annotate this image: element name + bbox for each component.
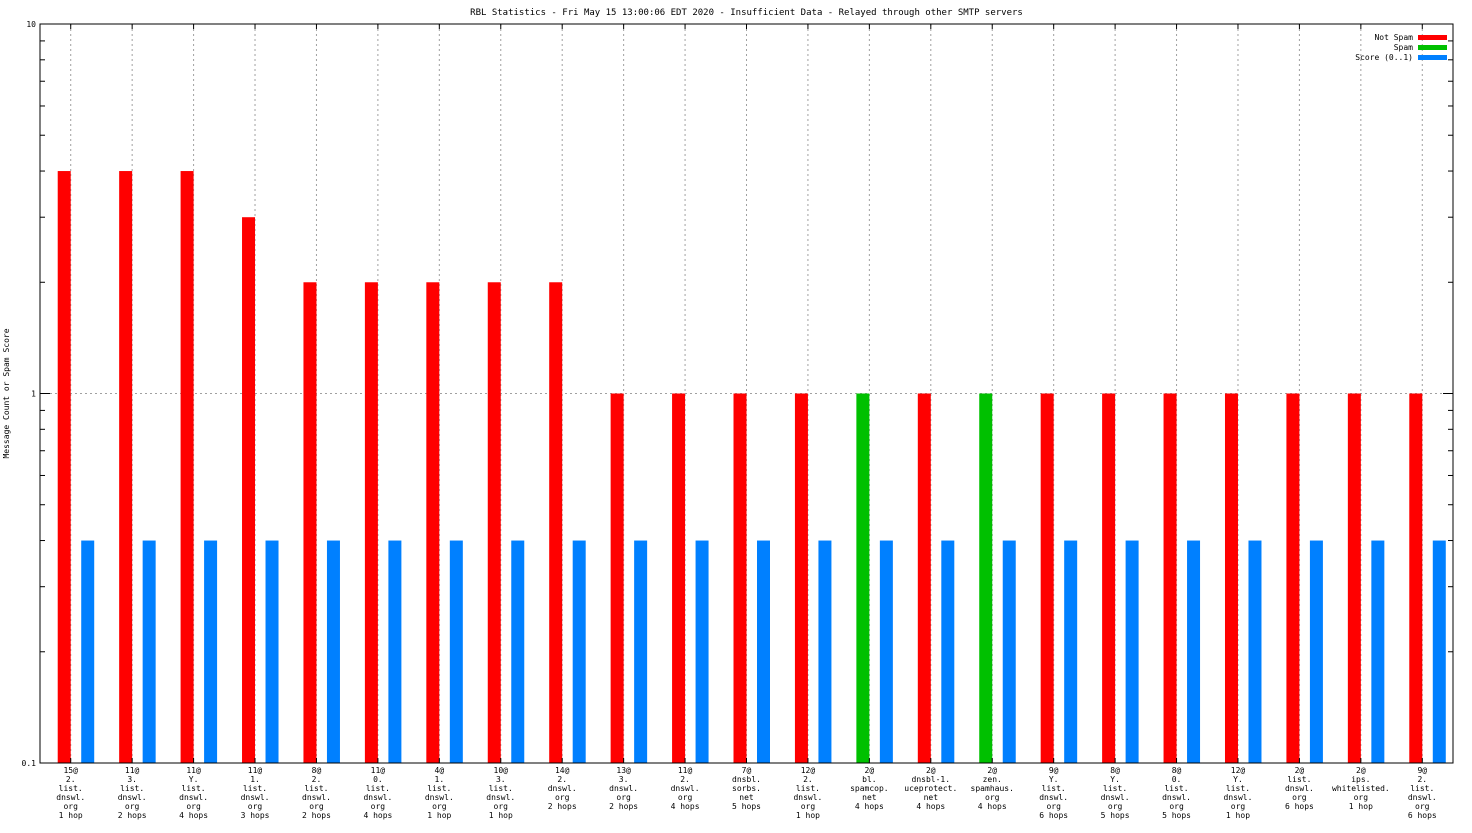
x-tick-label: 4@ 1. list. dnswl. org 1 hop: [425, 766, 454, 820]
x-tick-label: 14@ 2. dnswl. org 2 hops: [548, 766, 577, 811]
x-tick-label: 12@ Y. list. dnswl. org 1 hop: [1224, 766, 1253, 820]
bar-not-spam: [733, 393, 747, 763]
bar-score-0-1: [1371, 540, 1385, 763]
x-tick-label: 8@ 2. list. dnswl. org 2 hops: [302, 766, 331, 820]
x-tick-label: 7@ dnsbl. sorbs. net 5 hops: [732, 766, 761, 811]
bar-spam: [979, 393, 993, 763]
x-tick-label: 2@ zen. spamhaus. org 4 hops: [971, 766, 1014, 811]
x-tick-label: 11@ 1. list. dnswl. org 3 hops: [241, 766, 270, 820]
legend-label: Spam: [1394, 43, 1413, 52]
bar-not-spam: [487, 282, 501, 763]
bar-score-0-1: [1064, 540, 1078, 763]
y-axis-label: Message Count or Spam Score: [2, 328, 11, 458]
x-tick-label: 2@ dnsbl-1. uceprotect. net 4 hops: [904, 766, 957, 811]
bar-score-0-1: [1125, 540, 1139, 763]
bar-not-spam: [1224, 393, 1238, 763]
bar-not-spam: [672, 393, 686, 763]
bar-not-spam: [180, 171, 194, 764]
bar-score-0-1: [204, 540, 218, 763]
bar-not-spam: [119, 171, 133, 764]
bar-score-0-1: [449, 540, 463, 763]
bar-score-0-1: [326, 540, 340, 763]
bar-score-0-1: [879, 540, 893, 763]
bars-layer: [57, 171, 1446, 764]
x-tick-label: 9@ 2. list. dnswl. org 6 hops: [1408, 766, 1437, 820]
chart-title: RBL Statistics - Fri May 15 13:00:06 EDT…: [470, 8, 1023, 18]
legend-label: Score (0..1): [1355, 53, 1413, 62]
y-tick-label: 0.1: [22, 759, 37, 768]
bar-not-spam: [610, 393, 624, 763]
bar-score-0-1: [81, 540, 95, 763]
y-tick-label: 10: [26, 20, 36, 29]
ticks-layer: 0.1 1 10: [22, 20, 1453, 768]
x-tick-label: 11@ 3. list. dnswl. org 2 hops: [118, 766, 147, 820]
legend-swatch: [1418, 45, 1447, 50]
bar-not-spam: [364, 282, 378, 763]
bar-not-spam: [1347, 393, 1361, 763]
bar-not-spam: [242, 217, 256, 764]
bar-score-0-1: [941, 540, 955, 763]
bar-not-spam: [1409, 393, 1423, 763]
bar-not-spam: [1102, 393, 1116, 763]
x-tick-label: 11@ 0. list. dnswl. org 4 hops: [363, 766, 392, 820]
x-tick-label: 2@ ips. whitelisted. org 1 hop: [1332, 766, 1390, 811]
bar-score-0-1: [388, 540, 402, 763]
bar-not-spam: [1286, 393, 1300, 763]
legend-swatch: [1418, 35, 1447, 40]
bar-score-0-1: [572, 540, 586, 763]
legend-label: Not Spam: [1374, 33, 1413, 42]
bar-score-0-1: [634, 540, 648, 763]
x-tick-label: 13@ 3. dnswl. org 2 hops: [609, 766, 638, 811]
bar-not-spam: [917, 393, 931, 763]
x-tick-label: 10@ 3. list. dnswl. org 1 hop: [486, 766, 515, 820]
y-tick-label: 1: [31, 390, 36, 399]
bar-score-0-1: [142, 540, 156, 763]
bar-score-0-1: [265, 540, 279, 763]
x-tick-label: 2@ list. dnswl. org 6 hops: [1285, 766, 1314, 811]
x-tick-label: 8@ Y. list. dnswl. org 5 hops: [1101, 766, 1130, 820]
legend-swatch: [1418, 55, 1447, 60]
bar-not-spam: [57, 171, 71, 764]
x-tick-label: 8@ 0. list. dnswl. org 5 hops: [1162, 766, 1191, 820]
x-tick-label: 15@ 2. list. dnswl. org 1 hop: [56, 766, 85, 820]
bar-not-spam: [549, 282, 563, 763]
bar-not-spam: [794, 393, 808, 763]
bar-score-0-1: [1187, 540, 1201, 763]
bar-not-spam: [303, 282, 317, 763]
bar-score-0-1: [1248, 540, 1262, 763]
bar-not-spam: [1040, 393, 1054, 763]
x-tick-label: 11@ Y. list. dnswl. org 4 hops: [179, 766, 208, 820]
bar-score-0-1: [818, 540, 832, 763]
x-tick-label: 11@ 2. dnswl. org 4 hops: [671, 766, 700, 811]
x-tick-label: 12@ 2. list. dnswl. org 1 hop: [793, 766, 822, 820]
bar-score-0-1: [511, 540, 525, 763]
bar-score-0-1: [1002, 540, 1016, 763]
bar-score-0-1: [1432, 540, 1446, 763]
bar-not-spam: [426, 282, 440, 763]
bar-score-0-1: [695, 540, 709, 763]
x-tick-labels: 15@ 2. list. dnswl. org 1 hop 11@ 3. list. dnswl.…: [56, 766, 1437, 820]
x-tick-label: 2@ bl. spamcop. net 4 hops: [850, 766, 889, 811]
bar-not-spam: [1163, 393, 1177, 763]
bar-score-0-1: [757, 540, 770, 763]
bar-spam: [856, 393, 870, 763]
bar-score-0-1: [1309, 540, 1323, 763]
x-tick-label: 9@ Y. list. dnswl. org 6 hops: [1039, 766, 1068, 820]
